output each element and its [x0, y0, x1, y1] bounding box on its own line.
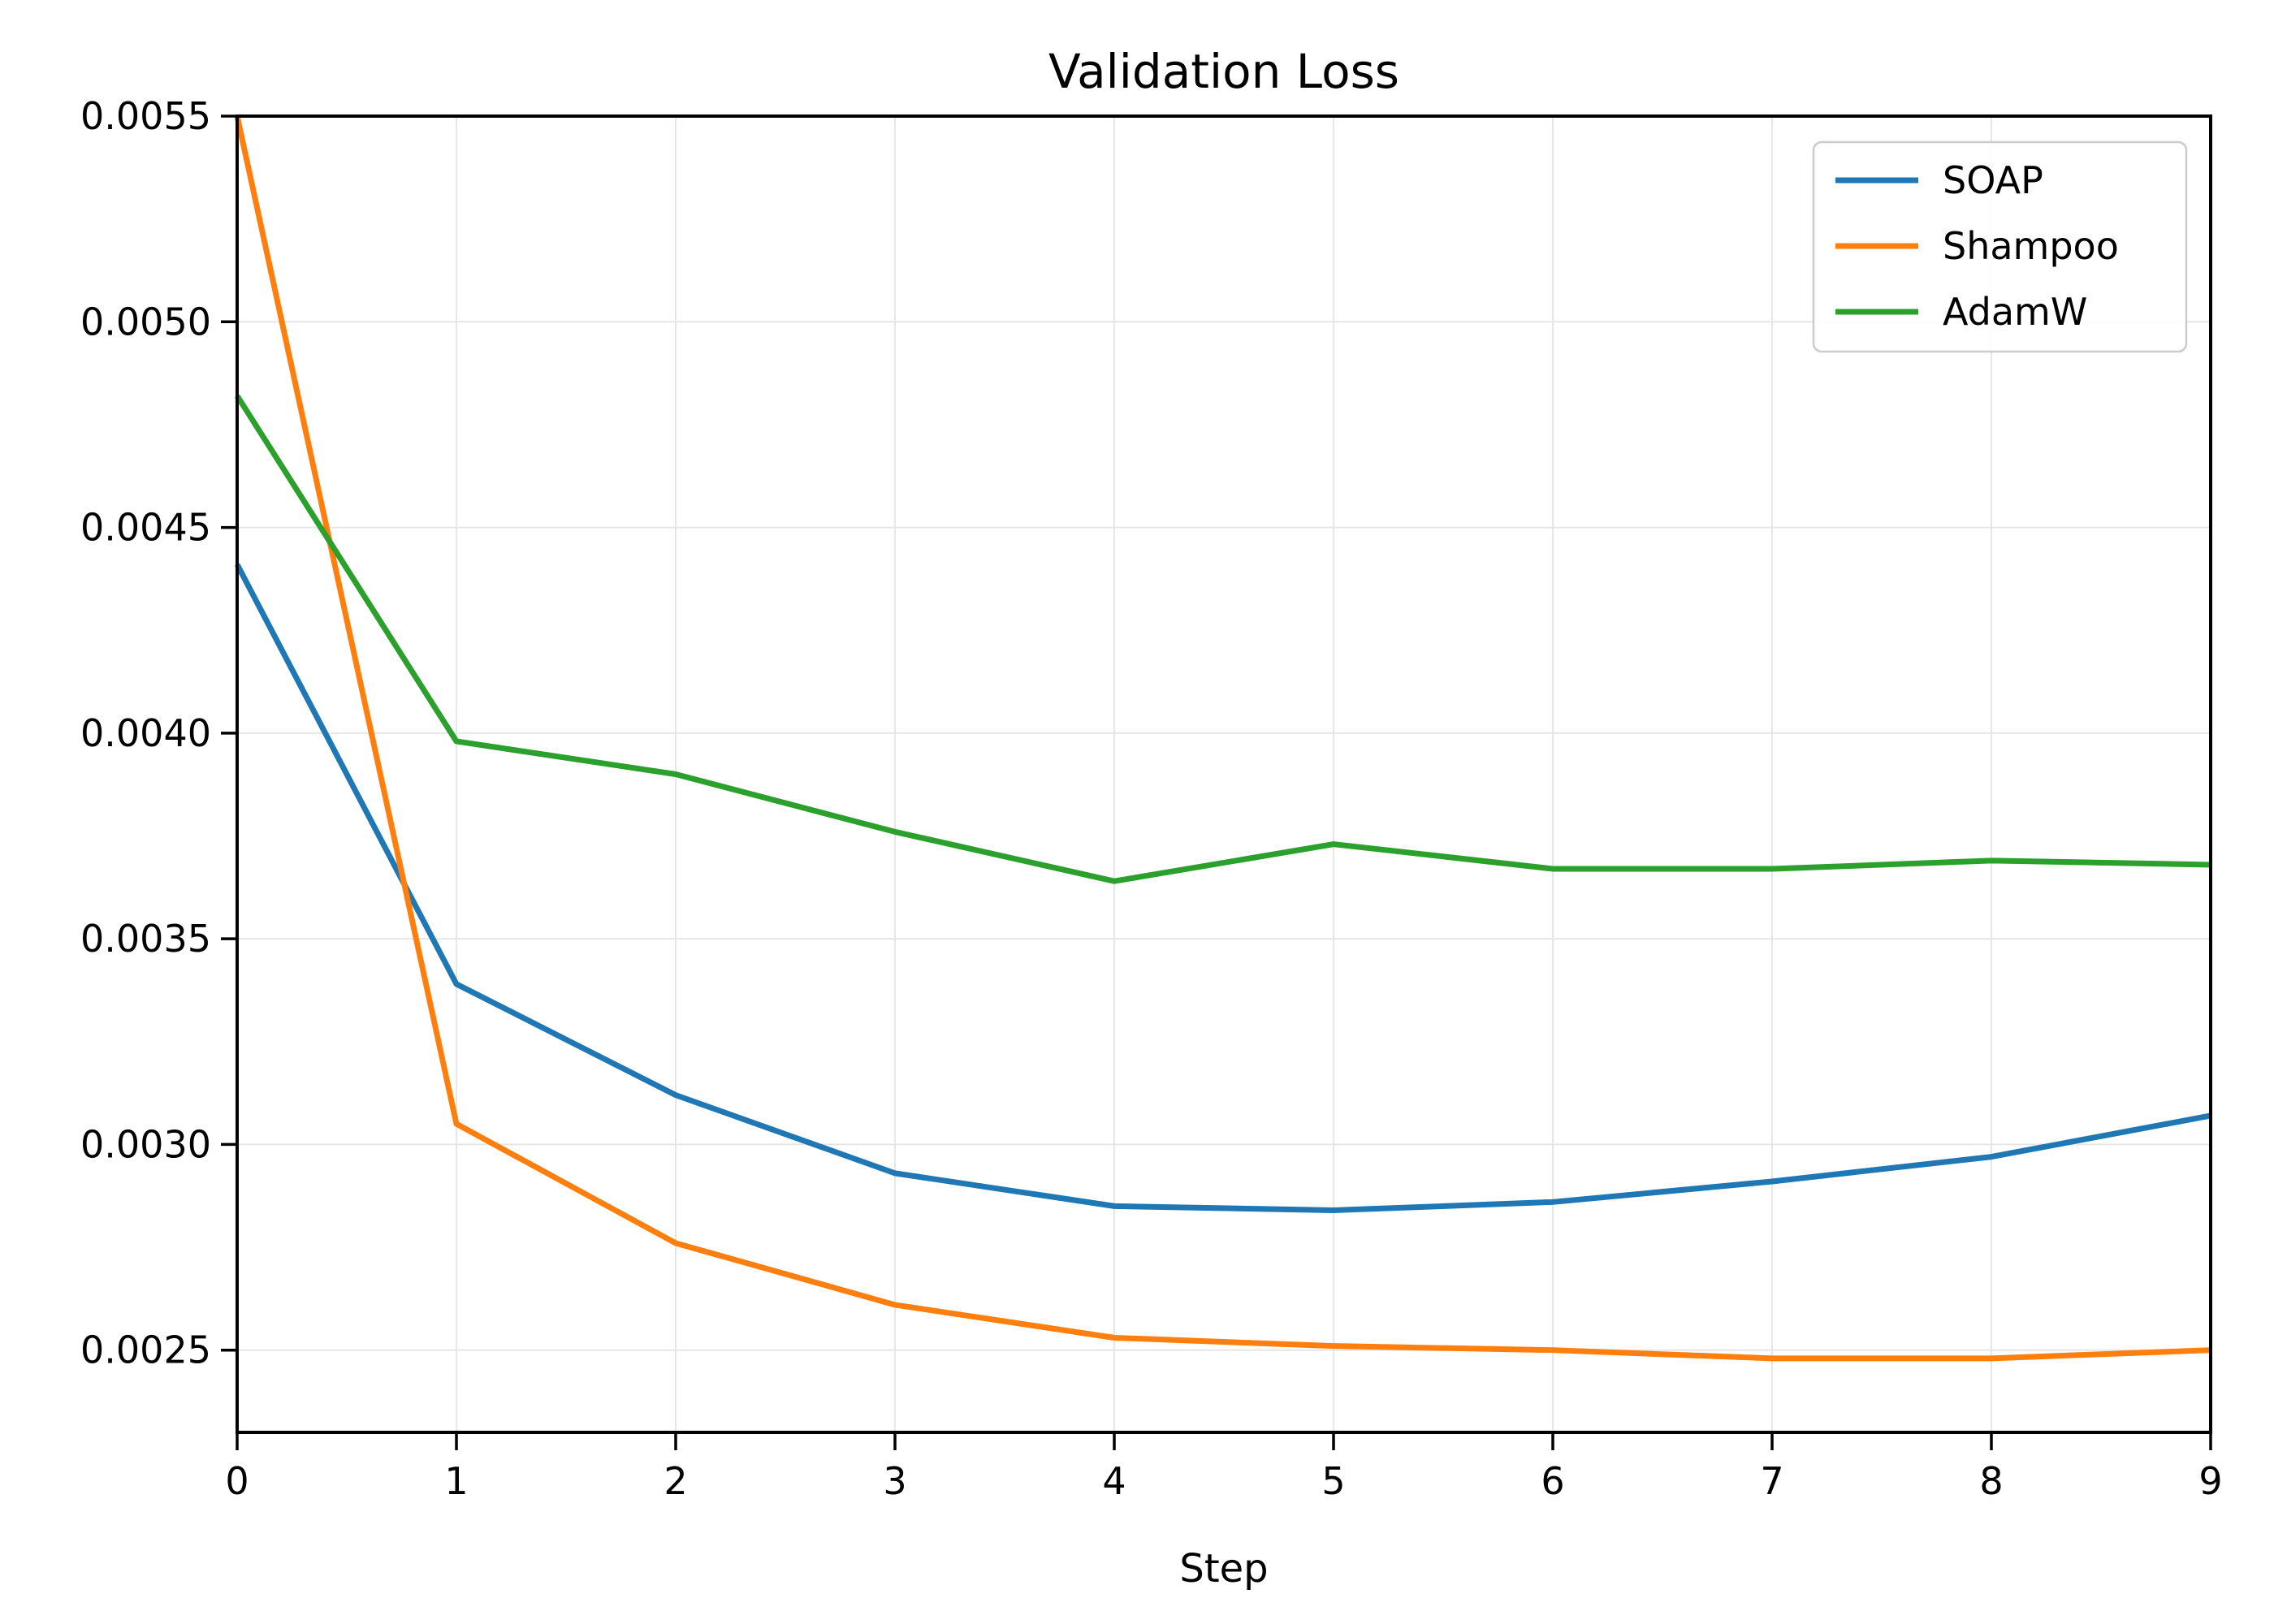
- x-axis-label: Step: [1179, 1546, 1268, 1592]
- x-tick-label: 4: [1102, 1459, 1126, 1503]
- y-tick-label: 0.0050: [80, 300, 211, 343]
- series-line-shampoo: [234, 115, 2211, 1362]
- legend-box: [1812, 140, 2188, 353]
- y-tick-label: 0.0045: [80, 506, 211, 550]
- x-tick-label: 6: [1541, 1459, 1564, 1503]
- chart-title: Validation Loss: [1048, 44, 1399, 99]
- series-line-adamw: [235, 394, 2211, 884]
- plot-border: [236, 114, 2212, 1434]
- series-line-soap: [234, 563, 2211, 1213]
- x-tick-label: 0: [225, 1459, 249, 1503]
- legend-label-shampoo: Shampoo: [1943, 224, 2119, 268]
- x-tick-label: 1: [444, 1459, 468, 1503]
- y-tick-label: 0.0025: [80, 1328, 211, 1372]
- x-tick-label: 5: [1321, 1459, 1345, 1503]
- x-tick-label: 8: [1979, 1459, 2003, 1503]
- legend: SOAP Shampoo AdamW: [1812, 140, 2188, 353]
- legend-label-soap: SOAP: [1943, 158, 2043, 202]
- axes-layer: [236, 114, 2212, 1434]
- x-tick-label: 9: [2198, 1459, 2222, 1503]
- x-tick-label: 7: [1760, 1459, 1783, 1503]
- x-tick-label: 3: [883, 1459, 906, 1503]
- y-tick-label: 0.0055: [80, 94, 211, 138]
- series-layer: [234, 115, 2211, 1362]
- y-tick-label: 0.0040: [80, 711, 211, 755]
- y-tick-label: 0.0030: [80, 1122, 211, 1166]
- tick-layer: 0.0025 0.0030 0.0035 0.0040 0.0045 0.0050 0.00…: [80, 94, 2223, 1503]
- y-tick-label: 0.0035: [80, 917, 211, 961]
- legend-label-adamw: AdamW: [1943, 290, 2087, 334]
- x-tick-label: 2: [664, 1459, 687, 1503]
